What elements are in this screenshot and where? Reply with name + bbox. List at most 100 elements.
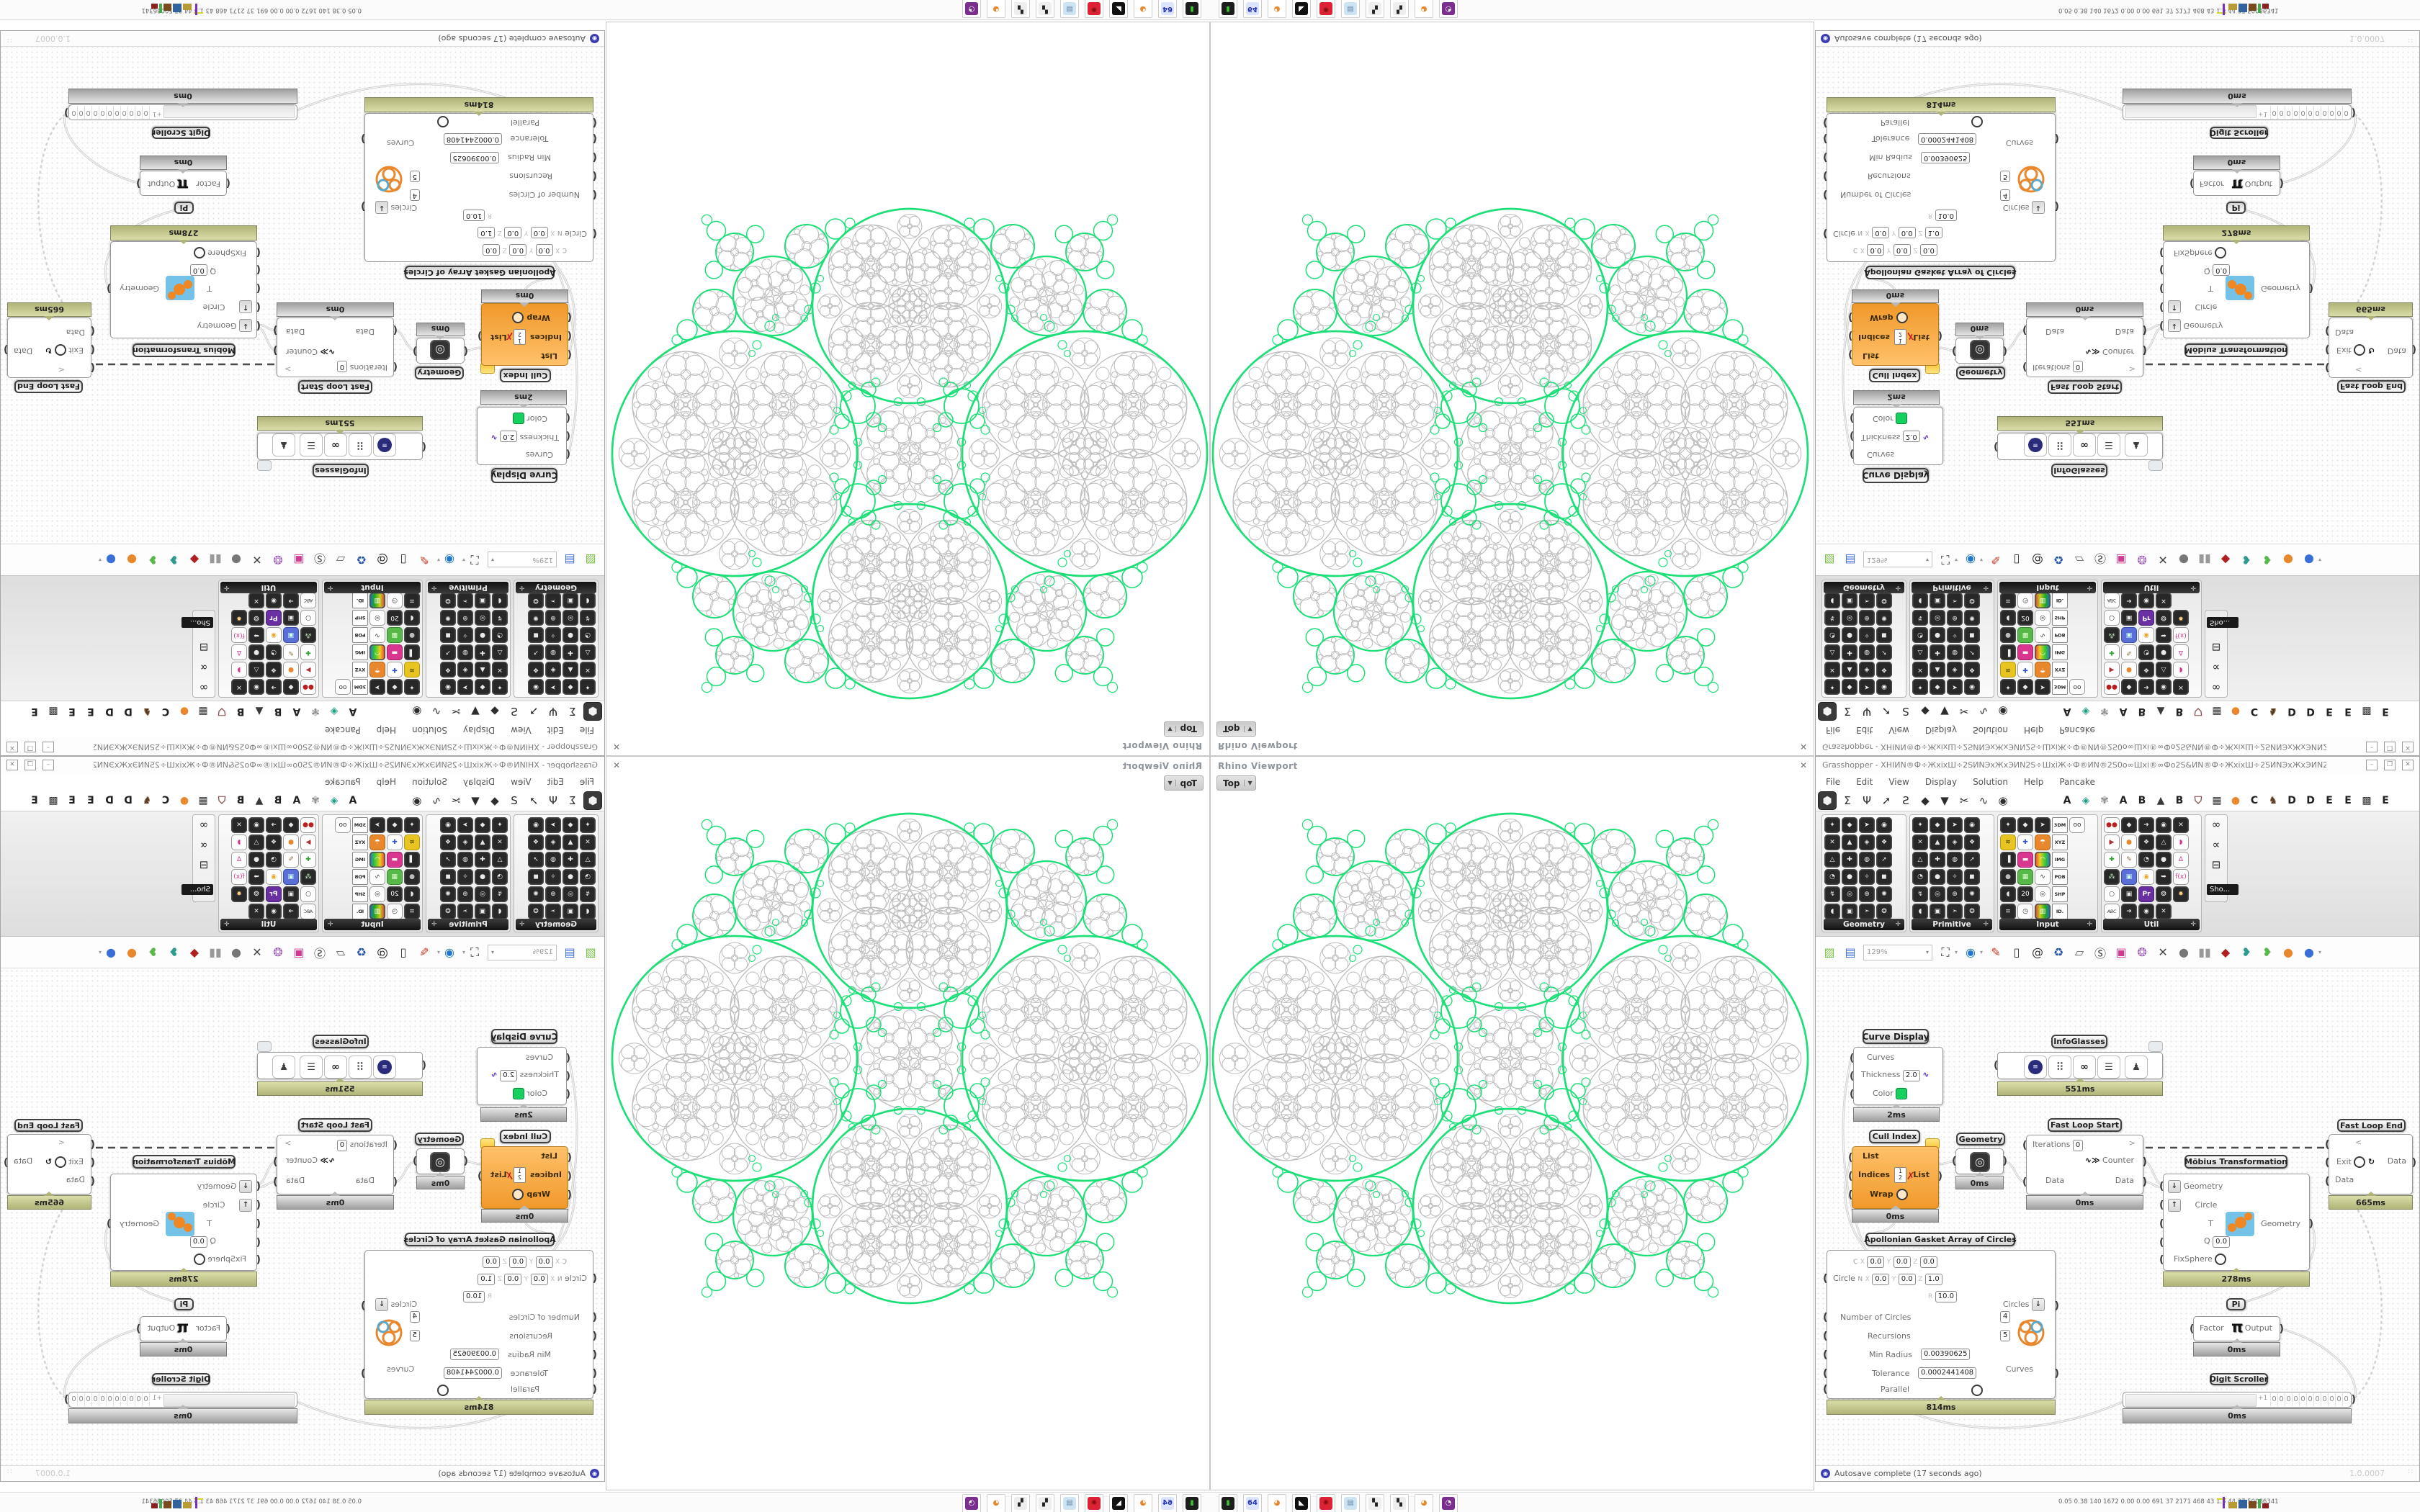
digit-cell[interactable]: 0	[92, 1393, 99, 1406]
grid-icon[interactable]: ⠿	[349, 433, 372, 456]
download-icon[interactable]: ↓	[375, 201, 388, 214]
goggles-icon[interactable]: ∞	[324, 433, 347, 456]
digit-cell[interactable]: 0	[107, 1393, 114, 1406]
component-icon[interactable]: ➤	[369, 817, 385, 833]
digit-cell[interactable]: 0	[2313, 106, 2321, 119]
wire-display-icon[interactable]: ✕	[2158, 945, 2168, 959]
nz-value[interactable]: 1.0	[1924, 1274, 1942, 1285]
cy-value[interactable]: 0.0	[1893, 244, 1911, 256]
component-icon[interactable]: ✧	[457, 869, 473, 885]
q-value[interactable]: 0.0	[189, 264, 207, 276]
digit-cell[interactable]: 0	[2299, 1393, 2306, 1406]
tab-category-2[interactable]: Ψ	[549, 705, 557, 719]
input-hook[interactable]: (	[2325, 1157, 2330, 1169]
component-icon[interactable]: ✦	[404, 679, 420, 695]
tab-plugin-2[interactable]: ✾	[311, 706, 320, 718]
ball-icon[interactable]: ●	[404, 869, 420, 885]
component-icon[interactable]: ➣	[1947, 593, 1963, 608]
component-icon[interactable]: ✚	[563, 852, 578, 868]
menu-solution[interactable]: Solution	[1973, 777, 2008, 787]
component-icon[interactable]: △	[1912, 644, 1928, 660]
ny-value[interactable]: 0.0	[1898, 227, 1916, 238]
solver-icon[interactable]: ≡	[2024, 1056, 2047, 1079]
thickness-value[interactable]: 2.0	[500, 431, 518, 442]
component-icon[interactable]: ◈	[545, 662, 561, 678]
p-icon[interactable]: ▬	[387, 644, 403, 660]
tab-plugin-16[interactable]: ▩	[48, 706, 58, 718]
input-hook[interactable]: (	[225, 1323, 230, 1335]
egg-icon[interactable]: ◉	[266, 869, 282, 885]
component-icon[interactable]: ◔	[580, 869, 596, 885]
component-icon[interactable]: ➚	[1964, 644, 1980, 660]
component-icon[interactable]: ➤	[1859, 679, 1875, 695]
file-chip-icon[interactable]: 3DM	[352, 817, 368, 833]
menu-file[interactable]: File	[1826, 777, 1841, 787]
list-icon[interactable]: ≡	[404, 593, 420, 608]
component-icon[interactable]: ❖	[440, 834, 456, 850]
component-icon[interactable]: ➣	[1859, 593, 1875, 608]
tab-category-8[interactable]: ∿	[1978, 705, 1989, 719]
ruby-gear-icon[interactable]: ✺	[1317, 1494, 1335, 1512]
thickness-value[interactable]: 2.0	[1902, 431, 1920, 442]
abc-icon[interactable]: ABC	[2104, 904, 2120, 919]
input-hook[interactable]: (	[1848, 1152, 1853, 1164]
exit-toggle[interactable]	[54, 344, 66, 356]
tab-plugin-1[interactable]: ◈	[2081, 706, 2090, 718]
component-icon[interactable]: ⊕	[545, 886, 561, 902]
tab-category-4[interactable]: Ƨ	[1902, 793, 1909, 807]
component-icon[interactable]: ◖	[1824, 593, 1840, 608]
pen-icon[interactable]: ✎	[2121, 852, 2137, 868]
ny-value[interactable]: 0.0	[1898, 1274, 1916, 1285]
menu-edit[interactable]: Edit	[547, 777, 564, 787]
tab-plugin-8[interactable]: ▦	[198, 794, 208, 806]
fast-loop-start-label[interactable]: Fast Loop Start	[298, 1118, 372, 1132]
preview-mode-icon[interactable]: ◉	[444, 945, 454, 959]
component-icon[interactable]: ◆	[2121, 679, 2137, 695]
preview-mode-icon[interactable]: ◉	[1966, 945, 1976, 959]
component-icon[interactable]: ◆	[563, 817, 578, 833]
component-icon[interactable]: ↯	[580, 610, 596, 626]
apollonian-label[interactable]: Apollonian Gasket Array of Circles	[403, 1233, 556, 1246]
output-hook[interactable]: )	[361, 1368, 366, 1380]
curve-display-node[interactable]: ( ( ( Curves Thickness 2.0 ∿ Color	[1850, 407, 1943, 465]
panel-label-input[interactable]: Input ✛	[324, 582, 421, 593]
cluster-package-icon[interactable]: ▣	[2115, 945, 2127, 959]
input-hook[interactable]: (	[565, 430, 570, 441]
fx-icon[interactable]: f(x)	[231, 869, 247, 885]
output-hook[interactable]: )	[2351, 1394, 2356, 1405]
component-icon[interactable]: ➚	[1964, 852, 1980, 868]
egg-icon[interactable]: ◉	[2138, 869, 2154, 885]
zoom-level-select[interactable]: 129% ▾	[1863, 944, 1932, 960]
component-icon[interactable]: ✧	[457, 627, 473, 643]
inkscape-icon[interactable]: ◣	[1109, 1494, 1128, 1512]
component-icon[interactable]: ✧	[545, 627, 561, 643]
tolerance-value[interactable]: 0.0002441408	[1918, 133, 1977, 145]
input-hook[interactable]: (	[565, 448, 570, 459]
aug-icon[interactable]: 20	[2017, 886, 2033, 902]
component-icon[interactable]: ●	[475, 627, 490, 643]
gem-tool-icon[interactable]: ◆	[189, 553, 200, 567]
tab-category-3[interactable]: ➚	[1881, 793, 1891, 807]
cylinders-tool-icon[interactable]: ▮▮	[2198, 553, 2211, 567]
input-hook[interactable]: (	[592, 1384, 597, 1395]
tab-category-2[interactable]: Ψ	[1863, 705, 1871, 719]
output-hook[interactable]: )	[136, 177, 141, 189]
digit-cell[interactable]: 0	[78, 106, 85, 119]
panel-label-util[interactable]: Util ✛	[220, 919, 317, 930]
wing-green-icon[interactable]: ❥	[2262, 553, 2272, 567]
output-hook[interactable]: )	[361, 132, 366, 144]
component-icon[interactable]: ✕	[231, 679, 247, 695]
tab-plugin-10[interactable]: C	[161, 706, 170, 718]
menu-view[interactable]: View	[511, 725, 532, 735]
key-icon[interactable]: ➥	[2156, 627, 2172, 643]
input-hook[interactable]: (	[2159, 320, 2164, 331]
minradius-value[interactable]: 0.00390625	[1921, 1349, 1971, 1360]
input-hook[interactable]: (	[1850, 430, 1855, 441]
component-icon[interactable]: ◈	[545, 834, 561, 850]
component-icon[interactable]: ◖	[580, 593, 596, 608]
digit-cell[interactable]: 0	[71, 106, 78, 119]
firefox-icon[interactable]: ◕	[1268, 0, 1286, 18]
